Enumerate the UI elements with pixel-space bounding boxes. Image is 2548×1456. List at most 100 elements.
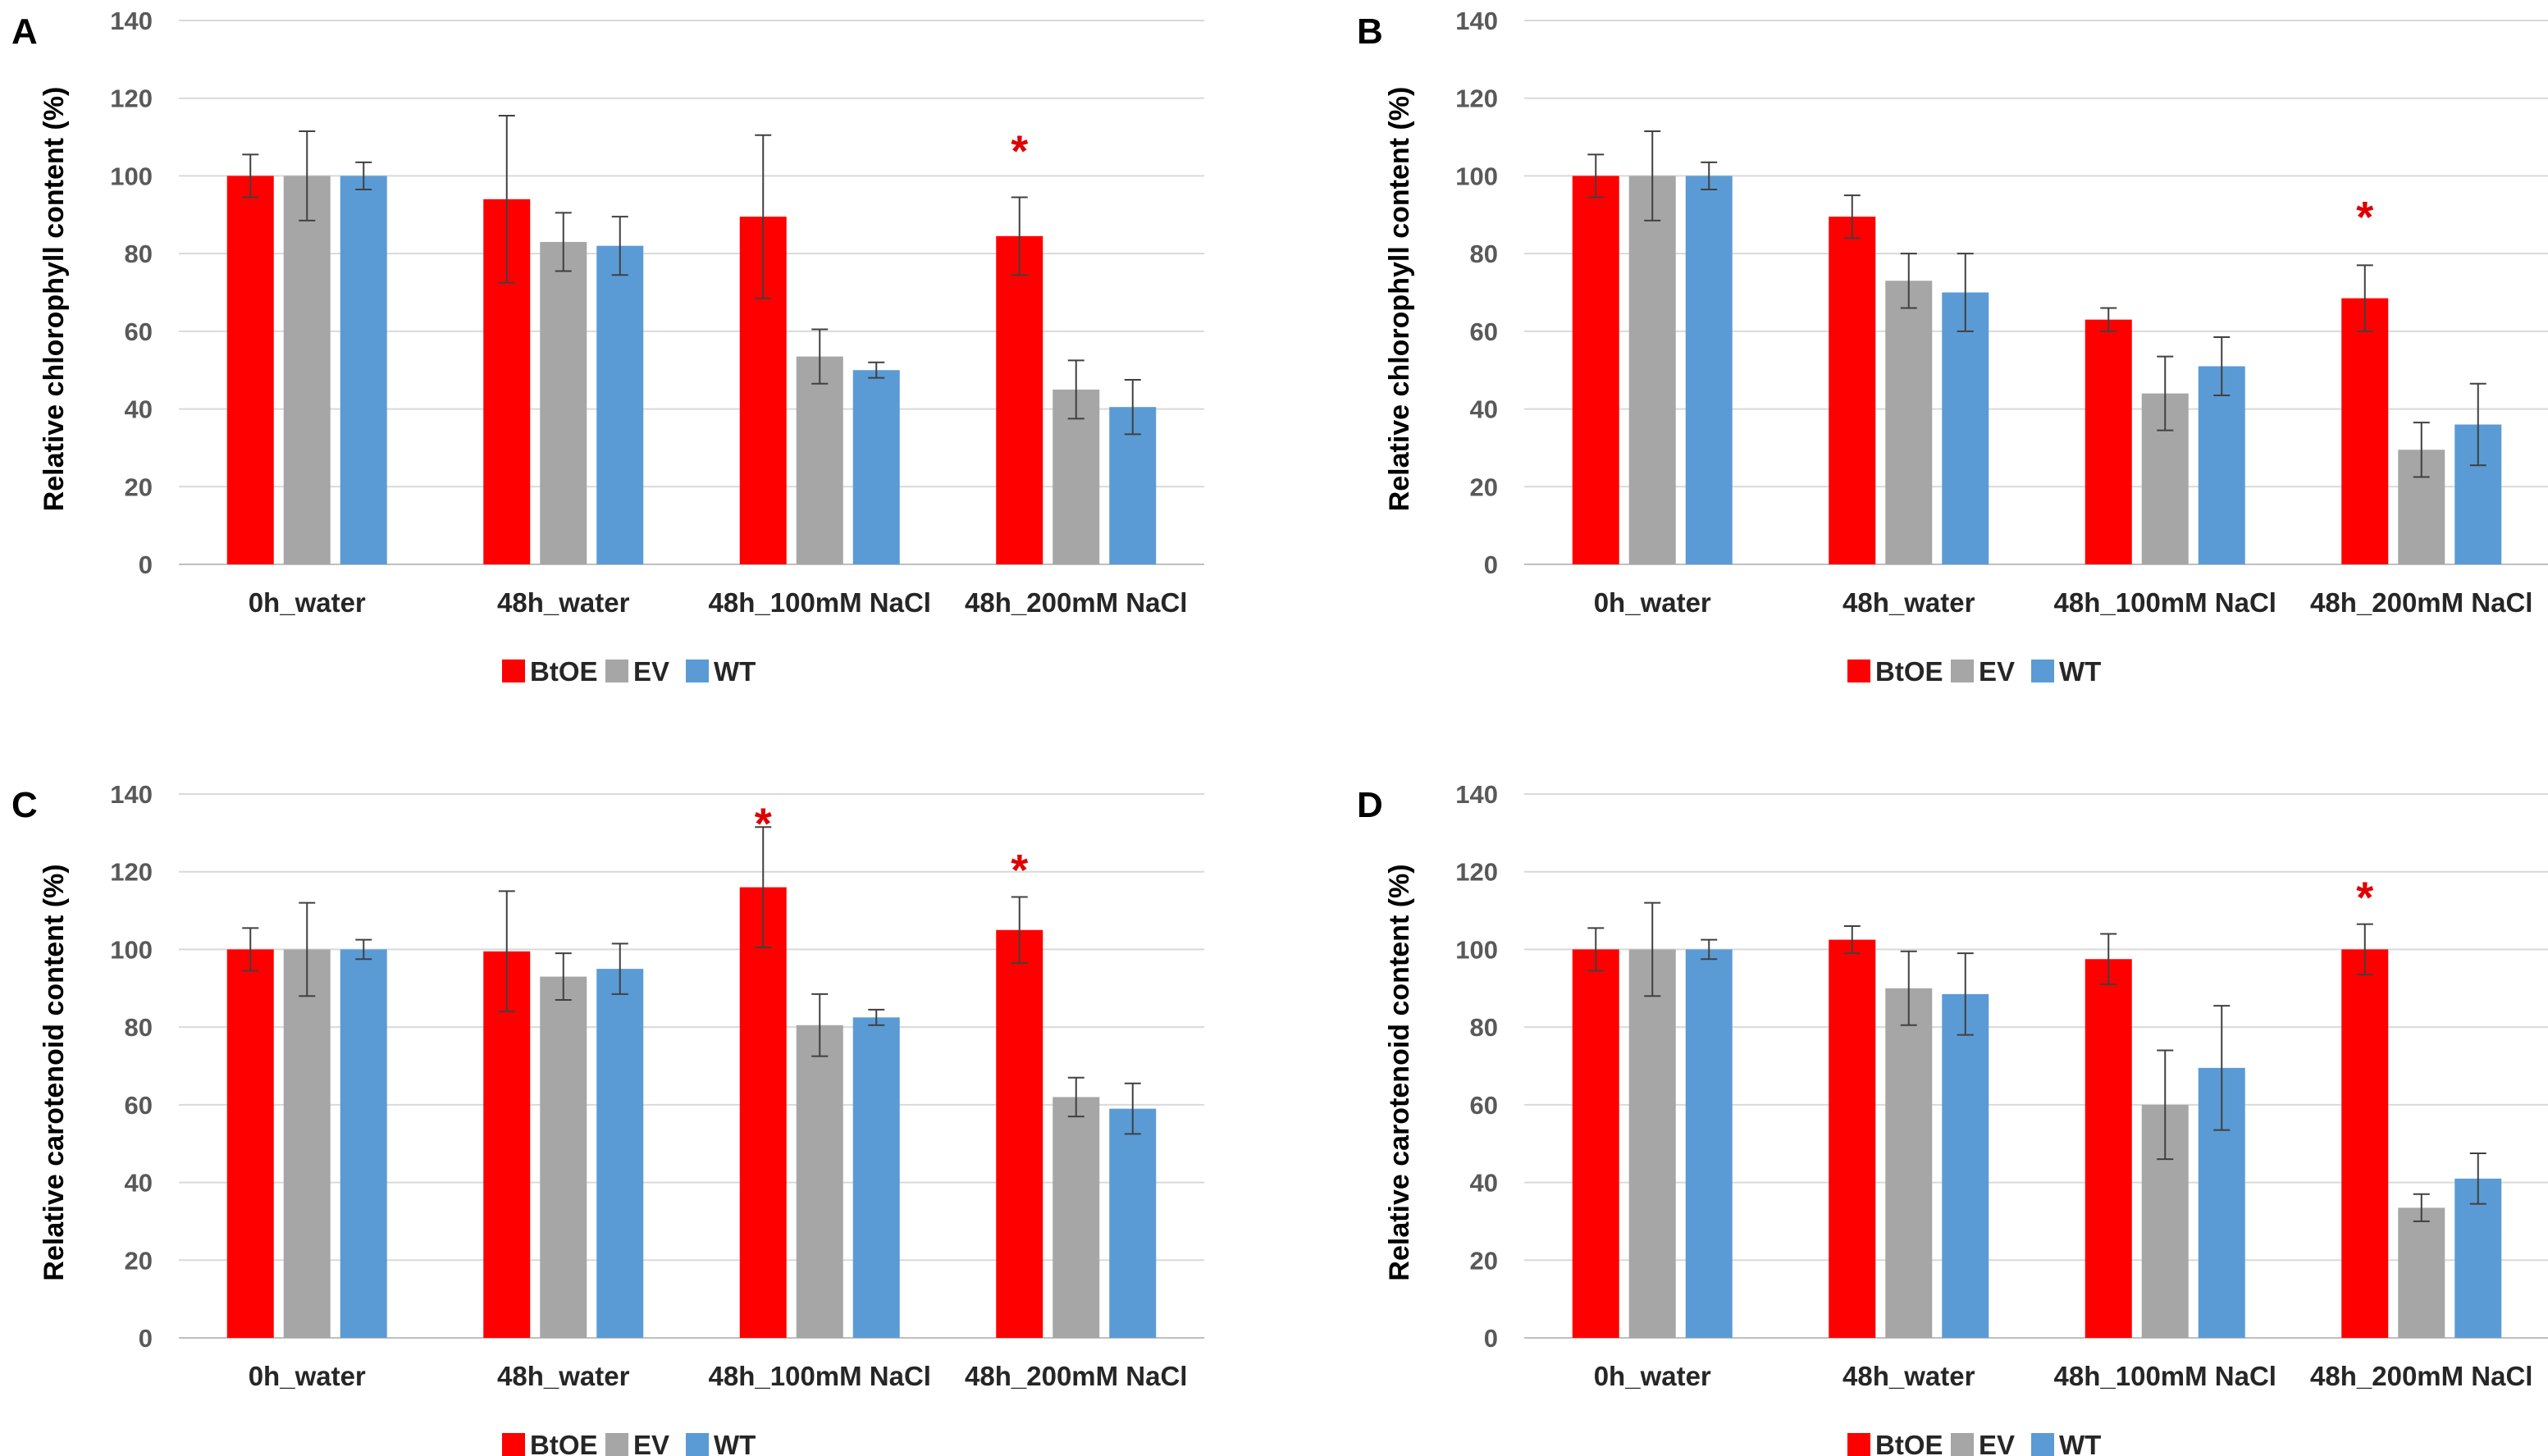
bar-wt <box>596 245 644 564</box>
legend-label-wt: WT <box>714 656 756 687</box>
y-tick-label: 80 <box>125 1013 153 1042</box>
y-tick-label: 140 <box>1455 780 1498 809</box>
y-tick-label: 60 <box>125 1091 153 1120</box>
x-tick-label: 0h_water <box>1594 1361 1711 1391</box>
y-tick-label: 140 <box>110 780 153 809</box>
x-tick-label: 0h_water <box>1594 587 1711 618</box>
legend-swatch-btoe <box>1847 1433 1870 1456</box>
x-tick-label: 48h_200mM NaCl <box>2310 1361 2532 1391</box>
bar-wt <box>596 969 644 1338</box>
y-tick-label: 60 <box>1470 1091 1498 1120</box>
chart-panel-b: B 0 20 40 60 80 100 120 140 Relative chlorophyll … <box>1357 7 2548 687</box>
y-tick-label: 20 <box>1470 472 1498 501</box>
panel-label: B <box>1357 11 1383 52</box>
legend-swatch-wt <box>2031 1433 2054 1456</box>
x-tick-label: 48h_200mM NaCl <box>965 1361 1187 1391</box>
x-tick-label: 48h_200mM NaCl <box>2310 587 2532 618</box>
legend-label-ev: EV <box>633 656 669 687</box>
legend-label-btoe: BtOE <box>530 1430 598 1456</box>
y-tick-label: 0 <box>139 550 153 579</box>
legend-label-btoe: BtOE <box>530 656 598 687</box>
bar-wt <box>340 949 387 1338</box>
panel-label: D <box>1357 785 1383 825</box>
bar-btoe <box>1572 949 1619 1338</box>
legend-swatch-btoe <box>502 660 525 682</box>
significance-star: * <box>1011 127 1028 176</box>
x-tick-label: 48h_water <box>1843 587 1975 618</box>
legend: BtOE EV WT <box>502 656 756 687</box>
x-tick-label: 48h_water <box>497 1361 630 1391</box>
bar-btoe <box>1829 217 1876 564</box>
bar-wt <box>1942 292 1989 564</box>
x-tick-label: 48h_100mM NaCl <box>709 587 931 618</box>
bar-btoe <box>996 929 1043 1338</box>
legend-label-btoe: BtOE <box>1875 656 1943 687</box>
significance-star: * <box>755 799 772 848</box>
y-tick-label: 120 <box>1455 84 1498 113</box>
legend-swatch-btoe <box>502 1433 525 1456</box>
y-tick-label: 20 <box>1470 1246 1498 1275</box>
bar-wt <box>2454 1178 2502 1338</box>
legend-swatch-ev <box>605 660 628 682</box>
y-tick-label: 40 <box>125 395 153 424</box>
y-tick-label: 40 <box>1470 395 1498 424</box>
y-tick-label: 100 <box>110 935 153 964</box>
bar-btoe <box>1829 939 1876 1338</box>
legend-label-btoe: BtOE <box>1875 1430 1943 1456</box>
bar-btoe <box>996 235 1043 564</box>
bar-btoe <box>226 949 274 1338</box>
y-tick-label: 140 <box>1455 7 1498 35</box>
legend-swatch-ev <box>1951 1433 1974 1456</box>
bar-ev <box>1885 988 1933 1338</box>
legend-swatch-wt <box>686 660 709 682</box>
bar-btoe <box>226 176 274 564</box>
y-tick-label: 100 <box>1455 162 1498 190</box>
x-tick-label: 48h_100mM NaCl <box>2054 587 2276 618</box>
panel-label: C <box>11 785 38 825</box>
y-tick-label: 140 <box>110 7 153 35</box>
y-axis-label: Relative carotenoid content (%) <box>1384 864 1415 1280</box>
bar-btoe <box>2085 959 2132 1338</box>
y-tick-label: 20 <box>125 472 153 501</box>
bar-btoe <box>1572 176 1619 564</box>
bar-ev <box>540 241 587 564</box>
bar-wt <box>1685 176 1733 564</box>
legend-swatch-btoe <box>1847 660 1870 682</box>
x-tick-label: 48h_water <box>1843 1361 1975 1391</box>
significance-star: * <box>1011 846 1028 895</box>
bar-wt <box>1109 1108 1157 1338</box>
y-tick-label: 80 <box>1470 240 1498 268</box>
bar-wt <box>852 370 900 564</box>
bar-ev <box>540 976 587 1338</box>
legend-label-wt: WT <box>2059 656 2101 687</box>
legend: BtOE EV WT <box>1847 1430 2101 1456</box>
bar-ev <box>283 176 331 564</box>
y-axis-label: Relative chlorophyll content (%) <box>39 87 70 512</box>
bar-wt <box>2198 366 2245 564</box>
bar-btoe <box>2341 949 2389 1338</box>
legend-swatch-wt <box>686 1433 709 1456</box>
bar-wt <box>1942 993 1989 1338</box>
bar-ev <box>2398 1207 2445 1338</box>
x-tick-label: 48h_water <box>497 587 630 618</box>
x-tick-label: 48h_100mM NaCl <box>709 1361 931 1391</box>
significance-star: * <box>2356 873 2373 922</box>
bar-ev <box>283 949 331 1338</box>
bar-btoe <box>483 951 531 1338</box>
bar-btoe <box>2341 298 2389 564</box>
bar-ev <box>1885 281 1933 564</box>
legend-label-ev: EV <box>1979 1430 2015 1456</box>
y-tick-label: 0 <box>1484 550 1498 579</box>
legend: BtOE EV WT <box>1847 656 2101 687</box>
y-tick-label: 80 <box>1470 1013 1498 1042</box>
legend-label-wt: WT <box>2059 1430 2101 1456</box>
bar-wt <box>1685 949 1733 1338</box>
bar-btoe <box>739 887 787 1338</box>
y-tick-label: 80 <box>125 240 153 268</box>
x-tick-label: 48h_200mM NaCl <box>965 587 1187 618</box>
y-tick-label: 20 <box>125 1246 153 1275</box>
y-tick-label: 0 <box>139 1324 153 1353</box>
x-tick-label: 0h_water <box>249 1361 366 1391</box>
y-axis-label: Relative carotenoid content (%) <box>39 864 70 1280</box>
